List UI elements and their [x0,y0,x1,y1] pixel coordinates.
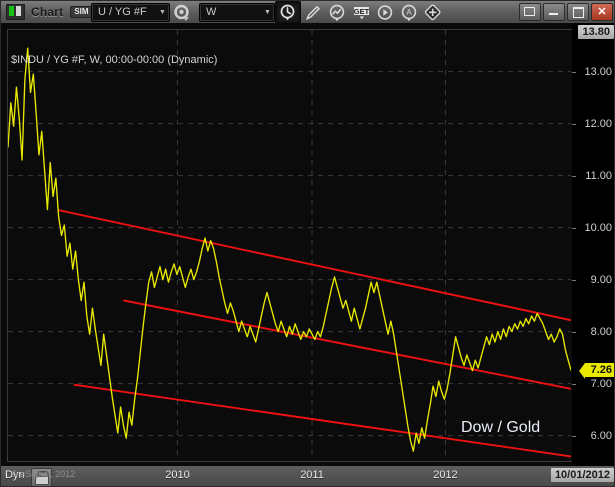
price-plot [8,30,571,459]
price-tick-label: 10.00 [584,221,612,234]
price-tick-label: 13.00 [584,65,612,78]
dyn-status-label: Dyn [5,469,25,481]
price-tick-label: 8.00 [590,325,612,338]
plot-panel[interactable] [7,29,574,462]
play-icon[interactable] [373,2,397,23]
symbol-input[interactable]: U / YG #F ▼ [91,2,170,22]
restore-button[interactable] [519,3,541,21]
window-controls: ✕ [519,3,613,21]
price-tick-label: 7.00 [590,377,612,390]
price-tick-label: 12.00 [584,117,612,130]
crosshair-move-icon[interactable] [421,2,445,23]
lower-channel [73,383,571,458]
chart-toolbar: U / YG #F ▼ W ▼ [91,1,445,24]
last-price-value: 7.26 [590,364,612,377]
sim-badge: SIM [70,6,93,18]
price-line [8,47,571,452]
last-price-tag: 7.26 [578,363,614,380]
maximize-button[interactable] [567,3,589,21]
watermark-text: © eSignal, 2012 [11,469,76,479]
annotation-icon[interactable]: A [397,2,421,23]
trendline-group [57,208,571,458]
svg-text:A: A [406,8,412,17]
price-scale[interactable]: 13.80 13.00 12.00 11.00 10.00 9.00 8.00 7.00 6.… [572,23,614,466]
chart-area[interactable]: $INDU / YG #F, W, 00:00-00:00 (Dynamic) … [1,23,614,479]
price-tick-label: 11.00 [585,169,612,182]
chart-header-text: $INDU / YG #F, W, 00:00-00:00 (Dynamic) [11,54,218,66]
draw-pencil-icon[interactable] [301,2,325,23]
close-button[interactable]: ✕ [591,3,613,21]
time-template-icon[interactable] [275,1,301,24]
chart-logo-icon [6,4,25,20]
interval-input[interactable]: W ▼ [199,2,275,22]
scale-top-label: 13.80 [578,25,614,39]
svg-text:GET: GET [354,7,370,16]
chart-annotation-label: Dow / Gold [461,419,541,436]
horizontal-gridlines [8,71,571,437]
time-axis-bar[interactable]: Dyn 2010 2011 2012 10/01/2012 [1,466,614,486]
time-tick-label: 2011 [300,469,324,481]
interval-value: W [206,6,217,18]
price-tick-label: 9.00 [590,273,612,286]
window-title: Chart [31,5,64,19]
price-tick-label: 6.00 [590,429,612,442]
vertical-gridlines [176,30,446,459]
get-icon[interactable]: GET [349,2,373,23]
date-readout: 10/01/2012 [550,468,614,482]
chevron-down-icon[interactable]: ▼ [264,8,271,16]
study-icon[interactable] [325,2,349,23]
minimize-button[interactable] [543,3,565,21]
time-tick-label: 2012 [433,469,458,481]
symbol-value: U / YG #F [98,6,147,18]
lock-icon[interactable] [31,468,52,486]
time-tick-label: 2010 [165,469,190,481]
chevron-down-icon[interactable]: ▼ [159,8,166,16]
mid-channel [123,299,571,390]
symbol-lookup-icon[interactable] [170,2,194,23]
upper-channel [57,208,571,322]
